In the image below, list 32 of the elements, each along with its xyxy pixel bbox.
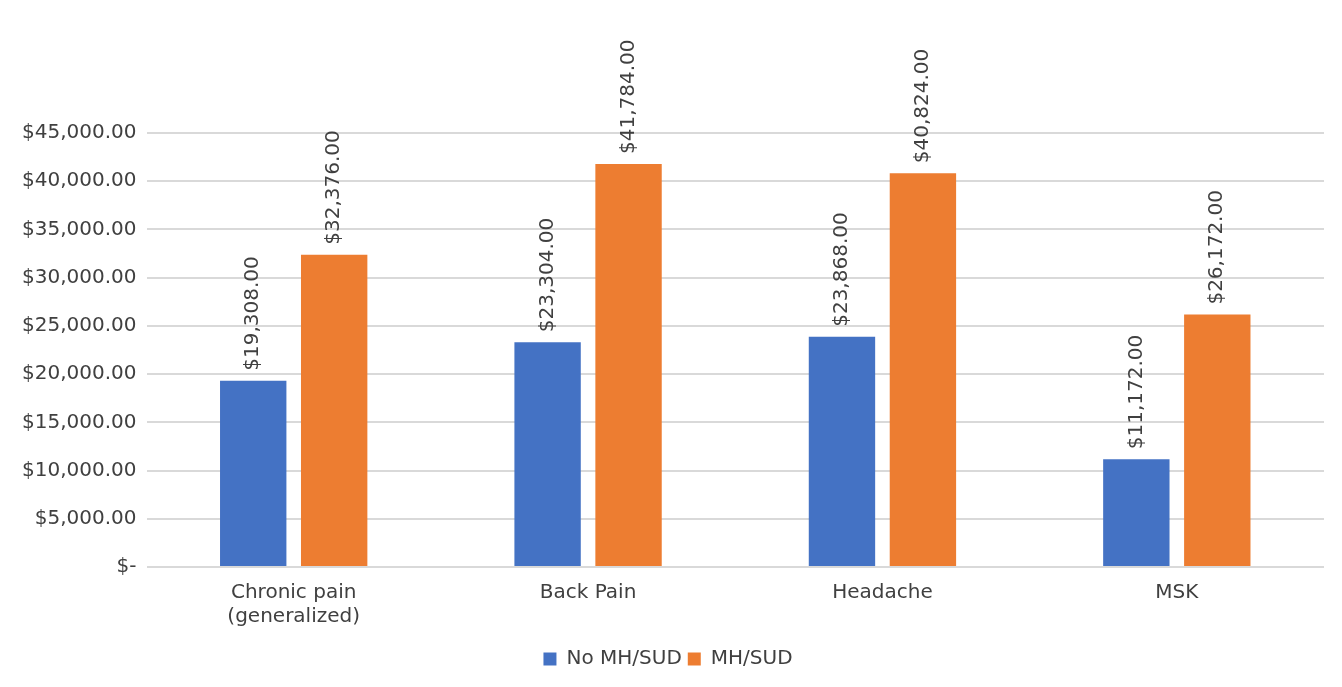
x-tick-label: Chronic pain (generalized) xyxy=(227,579,361,628)
bar xyxy=(1184,314,1251,566)
y-tick-label: $15,000.00 xyxy=(22,408,137,433)
bar xyxy=(220,380,287,566)
y-tick-label: $25,000.00 xyxy=(22,312,137,337)
data-label: $11,172.00 xyxy=(1122,334,1147,450)
data-label: $23,304.00 xyxy=(533,217,558,333)
y-tick-label: $5,000.00 xyxy=(34,504,137,529)
data-label: $32,376.00 xyxy=(320,130,345,245)
bar xyxy=(808,336,876,566)
bar xyxy=(1103,459,1170,566)
x-tick-label: Back Pain xyxy=(539,579,637,604)
y-tick-label: $10,000.00 xyxy=(22,456,137,481)
y-tick-label: $- xyxy=(116,553,137,578)
y-tick-label: $40,000.00 xyxy=(22,167,137,192)
legend-label: No MH/SUD xyxy=(566,645,682,670)
bar xyxy=(300,254,368,566)
bar xyxy=(595,164,662,566)
y-tick-label: $35,000.00 xyxy=(22,215,137,240)
x-tick-label: MSK xyxy=(1155,579,1200,604)
data-label: $41,784.00 xyxy=(614,39,639,155)
data-label: $23,868.00 xyxy=(828,212,853,327)
data-label: $26,172.00 xyxy=(1203,190,1228,305)
y-tick-label: $20,000.00 xyxy=(22,360,137,385)
data-label: $19,308.00 xyxy=(239,256,264,371)
bar xyxy=(889,173,957,566)
legend-label: MH/SUD xyxy=(710,645,793,670)
y-tick-label: $45,000.00 xyxy=(22,119,137,144)
x-tick-label: Headache xyxy=(832,579,933,604)
bar xyxy=(514,342,581,566)
data-label: $40,824.00 xyxy=(909,48,934,164)
y-tick-label: $30,000.00 xyxy=(22,263,137,288)
